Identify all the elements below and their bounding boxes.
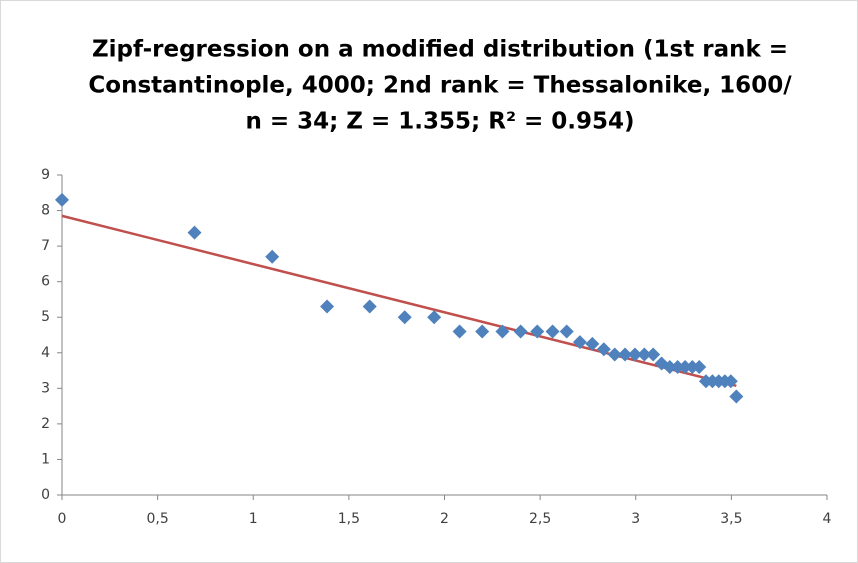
data-point: [427, 310, 442, 325]
y-tick-label: 7: [41, 238, 50, 254]
data-point: [678, 360, 693, 374]
x-tick-label: 4: [823, 511, 832, 527]
y-tick-label: 8: [41, 203, 50, 219]
y-tick-label: 0: [41, 487, 50, 503]
data-point: [530, 324, 545, 339]
data-point: [452, 324, 467, 339]
data-point: [607, 347, 622, 362]
chart-title: Zipf-regression on a modified distributi…: [92, 37, 788, 63]
data-point: [596, 342, 611, 357]
y-tick-label: 5: [41, 309, 50, 325]
y-tick-label: 4: [41, 345, 50, 361]
chart-title: Constantinople, 4000; 2nd rank = Thessal…: [88, 73, 792, 99]
y-tick-label: 3: [41, 380, 50, 396]
data-point: [495, 324, 510, 339]
data-point: [545, 324, 560, 339]
data-point: [187, 225, 202, 240]
data-point: [627, 347, 642, 362]
data-point: [670, 360, 685, 374]
x-tick-label: 1: [249, 511, 258, 527]
x-tick-label: 1,5: [338, 511, 360, 527]
data-point: [723, 374, 738, 389]
data-point: [513, 324, 528, 339]
data-point: [692, 360, 707, 374]
data-point: [362, 299, 377, 314]
y-tick-label: 9: [41, 167, 50, 183]
data-point: [572, 335, 587, 350]
data-point: [265, 249, 280, 264]
y-tick-label: 6: [41, 274, 50, 290]
chart-title: n = 34; Z = 1.355; R² = 0.954): [245, 109, 634, 135]
data-point: [618, 347, 633, 362]
data-point: [585, 336, 600, 351]
x-tick-label: 2: [440, 511, 449, 527]
data-point: [320, 299, 335, 314]
data-point: [662, 360, 677, 374]
x-tick-label: 3,5: [720, 511, 742, 527]
data-point: [637, 347, 652, 362]
data-point: [646, 347, 661, 362]
x-tick-label: 3: [631, 511, 640, 527]
x-tick-label: 2,5: [529, 511, 551, 527]
x-tick-label: 0,5: [146, 511, 168, 527]
x-tick-label: 0: [58, 511, 67, 527]
data-point: [729, 389, 744, 404]
y-tick-label: 2: [41, 416, 50, 432]
data-point: [559, 324, 574, 339]
y-tick-label: 1: [41, 451, 50, 467]
data-point: [475, 324, 490, 339]
data-point: [55, 192, 69, 207]
data-point: [397, 310, 412, 325]
